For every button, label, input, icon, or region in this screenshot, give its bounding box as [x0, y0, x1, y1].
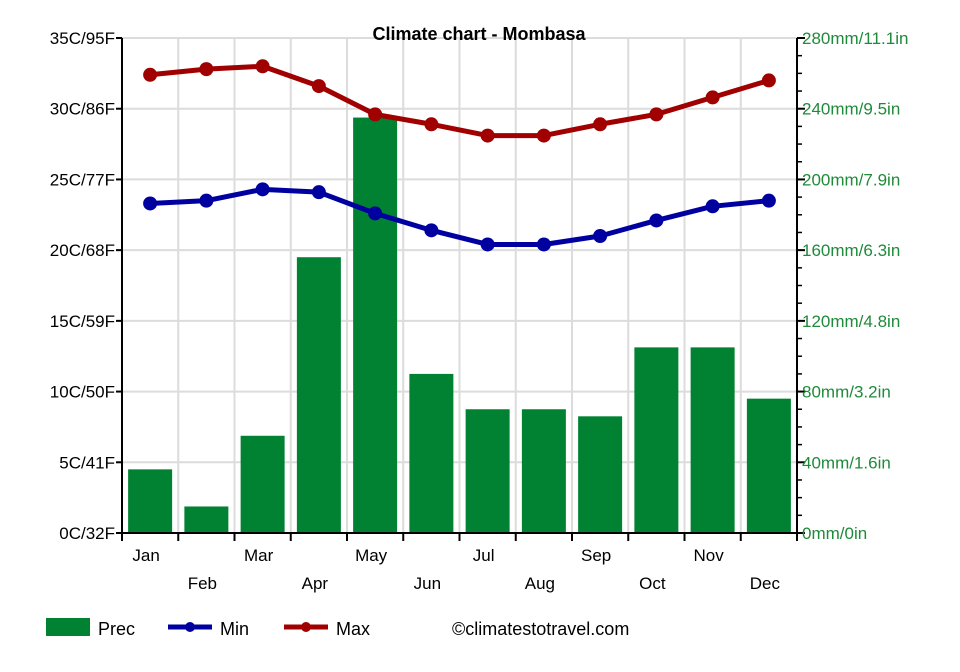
legend-min-label: Min [220, 619, 249, 639]
x-tick-label-dec: Dec [750, 574, 781, 593]
min-temp-line [149, 186, 770, 247]
x-tick-label-aug: Aug [525, 574, 555, 593]
chart-title: Climate chart - Mombasa [372, 24, 586, 44]
grid [122, 37, 797, 534]
legend: Prec Min Max ©climatestotravel.com [46, 618, 629, 639]
left-tick-label: 20C/68F [50, 241, 115, 260]
min-point-dec [761, 193, 776, 208]
x-tick-label-oct: Oct [639, 574, 666, 593]
min-point-aug [536, 237, 551, 252]
precip-bar-apr [296, 257, 341, 533]
precip-bar-jul [465, 409, 510, 533]
legend-prec-label: Prec [98, 619, 135, 639]
precip-bar-mar [240, 435, 285, 533]
left-tick-label: 30C/86F [50, 100, 115, 119]
precip-bar-aug [521, 409, 566, 533]
left-tick-label: 25C/77F [50, 170, 115, 189]
min-point-jan [143, 196, 158, 211]
min-point-jul [480, 237, 495, 252]
x-tick-label-nov: Nov [694, 546, 725, 565]
precip-bar-jan [128, 469, 173, 533]
right-tick-label: 0mm/0in [802, 524, 867, 543]
min-point-mar [255, 182, 270, 197]
right-tick-label: 200mm/7.9in [802, 170, 900, 189]
max-point-jul [480, 128, 495, 143]
left-tick-label: 5C/41F [59, 453, 115, 472]
x-tick-label-feb: Feb [188, 574, 217, 593]
temp-lines [143, 59, 776, 252]
x-tick-label-sep: Sep [581, 546, 611, 565]
min-point-jun [424, 223, 439, 238]
precip-bar-nov [690, 347, 735, 533]
x-tick-label-jan: Jan [132, 546, 159, 565]
left-tick-label: 10C/50F [50, 383, 115, 402]
max-point-mar [255, 59, 270, 74]
precip-bar-sep [578, 416, 623, 533]
precip-bar-feb [184, 506, 229, 533]
legend-max-label: Max [336, 619, 370, 639]
min-point-sep [593, 229, 608, 243]
max-point-jun [424, 117, 439, 132]
right-tick-label: 240mm/9.5in [802, 100, 900, 119]
axes: 0C/32F 5C/41F 10C/50F 15C/59F 20C/68F 25C/77F… [50, 29, 909, 593]
x-tick-label-jul: Jul [473, 546, 495, 565]
min-point-feb [199, 193, 214, 208]
x-tick-label-may: May [355, 546, 388, 565]
precip-bar-jun [409, 373, 454, 533]
x-tick-label-apr: Apr [302, 574, 329, 593]
x-tick-label-jun: Jun [414, 574, 441, 593]
legend-prec-swatch [46, 618, 90, 636]
min-point-apr [311, 185, 326, 200]
credit-text: ©climatestotravel.com [452, 619, 629, 639]
right-tick-label: 80mm/3.2in [802, 383, 891, 402]
max-point-apr [311, 79, 326, 94]
min-point-nov [705, 199, 720, 214]
right-tick-label: 40mm/1.6in [802, 453, 891, 472]
left-tick-label: 15C/59F [50, 312, 115, 331]
left-tick-label: 0C/32F [59, 524, 115, 543]
max-temp-line [149, 63, 770, 139]
legend-max-marker [301, 622, 311, 632]
max-point-may [368, 107, 383, 122]
max-point-nov [705, 90, 720, 105]
max-point-oct [649, 107, 664, 122]
left-tick-label: 35C/95F [50, 29, 115, 48]
min-point-may [368, 206, 383, 221]
precip-bar-oct [634, 347, 679, 533]
x-tick-label-mar: Mar [244, 546, 274, 565]
max-point-sep [593, 117, 608, 132]
min-point-oct [649, 213, 664, 228]
right-tick-label: 280mm/11.1in [802, 29, 908, 48]
precip-bars [128, 117, 791, 533]
legend-min-marker [185, 622, 195, 632]
max-point-feb [199, 62, 214, 77]
max-point-dec [761, 73, 776, 88]
right-tick-label: 120mm/4.8in [802, 312, 900, 331]
right-tick-label: 160mm/6.3in [802, 241, 900, 260]
max-point-jan [143, 67, 158, 82]
precip-bar-may [353, 117, 398, 533]
max-point-aug [536, 128, 551, 143]
precip-bar-dec [746, 398, 791, 533]
